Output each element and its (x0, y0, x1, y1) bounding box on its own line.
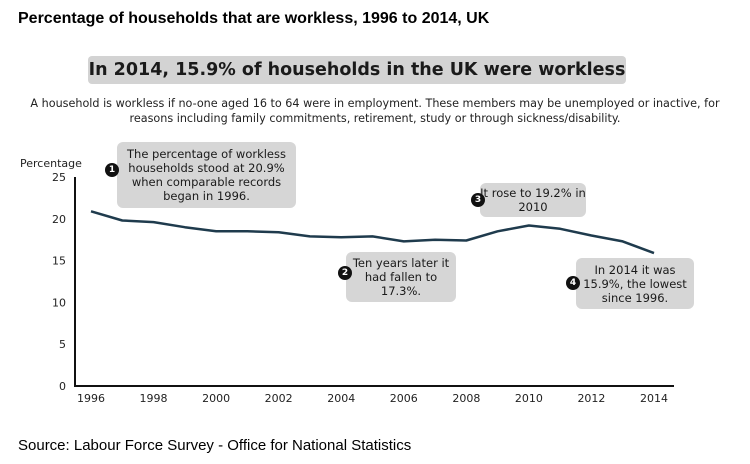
y-tick-label-0: 0 (59, 380, 66, 393)
x-tick-label-2002: 2002 (265, 392, 293, 405)
y-tick-label-5: 5 (59, 338, 66, 351)
annotation-1-text: The percentage of workless households st… (127, 147, 286, 203)
data-point-2010 (527, 223, 531, 227)
data-point-2007 (433, 238, 437, 242)
data-point-1997 (120, 218, 124, 222)
data-point-2000 (214, 229, 218, 233)
x-axis-ticks: 1996 1998 2000 2002 2004 2006 2008 2010 2012 2014 (77, 392, 668, 405)
annotation-2: Ten years later it had fallen to 17.3%. (346, 252, 456, 302)
data-point-2006 (402, 239, 406, 243)
headline-banner: In 2014, 15.9% of households in the UK w… (88, 56, 626, 84)
annotation-1: The percentage of workless households st… (117, 142, 296, 208)
data-point-2003 (308, 234, 312, 238)
page-title: Percentage of households that are workle… (18, 10, 490, 27)
x-tick-label-2004: 2004 (327, 392, 355, 405)
annotation-3-text: It rose to 19.2% in 2010 (480, 186, 586, 214)
data-point-1998 (152, 220, 156, 224)
data-point-2012 (589, 234, 593, 238)
x-tick-label-2014: 2014 (640, 392, 668, 405)
data-point-2008 (464, 239, 468, 243)
y-tick-label-15: 15 (52, 255, 66, 268)
data-point-2013 (621, 239, 625, 243)
y-tick-label-25: 25 (52, 171, 66, 184)
annotation-2-text: Ten years later it had fallen to 17.3%. (352, 256, 450, 298)
x-tick-label-2000: 2000 (202, 392, 230, 405)
data-point-2001 (245, 229, 249, 233)
data-point-2014 (652, 251, 656, 255)
annotation-2-marker: 2 (338, 266, 352, 280)
annotation-4-text: In 2014 it was 15.9%, the lowest since 1… (583, 262, 687, 305)
annotation-4-marker: 4 (566, 276, 580, 290)
x-tick-label-1998: 1998 (140, 392, 168, 405)
data-point-2009 (496, 229, 500, 233)
annotation-1-marker: 1 (105, 163, 119, 177)
y-axis-ticks: 0 5 10 15 20 25 (52, 171, 66, 393)
data-point-1999 (183, 225, 187, 229)
data-point-2004 (339, 235, 343, 239)
x-tick-label-2010: 2010 (515, 392, 543, 405)
annotation-3: It rose to 19.2% in 2010 (480, 183, 586, 217)
x-tick-label-1996: 1996 (77, 392, 105, 405)
source-note: Source: Labour Force Survey - Office for… (18, 437, 412, 454)
x-tick-label-2012: 2012 (577, 392, 605, 405)
x-tick-label-2006: 2006 (390, 392, 418, 405)
description-text: A household is workless if no-one aged 1… (30, 97, 720, 125)
series-line-workless-households (90, 210, 655, 255)
data-point-2011 (558, 227, 562, 231)
annotation-3-marker: 3 (471, 193, 485, 207)
y-tick-label-10: 10 (52, 296, 66, 309)
y-axis-label: Percentage (20, 157, 82, 170)
data-point-2005 (371, 234, 375, 238)
data-point-1996 (89, 209, 93, 213)
y-tick-label-20: 20 (52, 213, 66, 226)
x-tick-label-2008: 2008 (452, 392, 480, 405)
annotation-4: In 2014 it was 15.9%, the lowest since 1… (576, 258, 694, 309)
data-point-2002 (277, 230, 281, 234)
